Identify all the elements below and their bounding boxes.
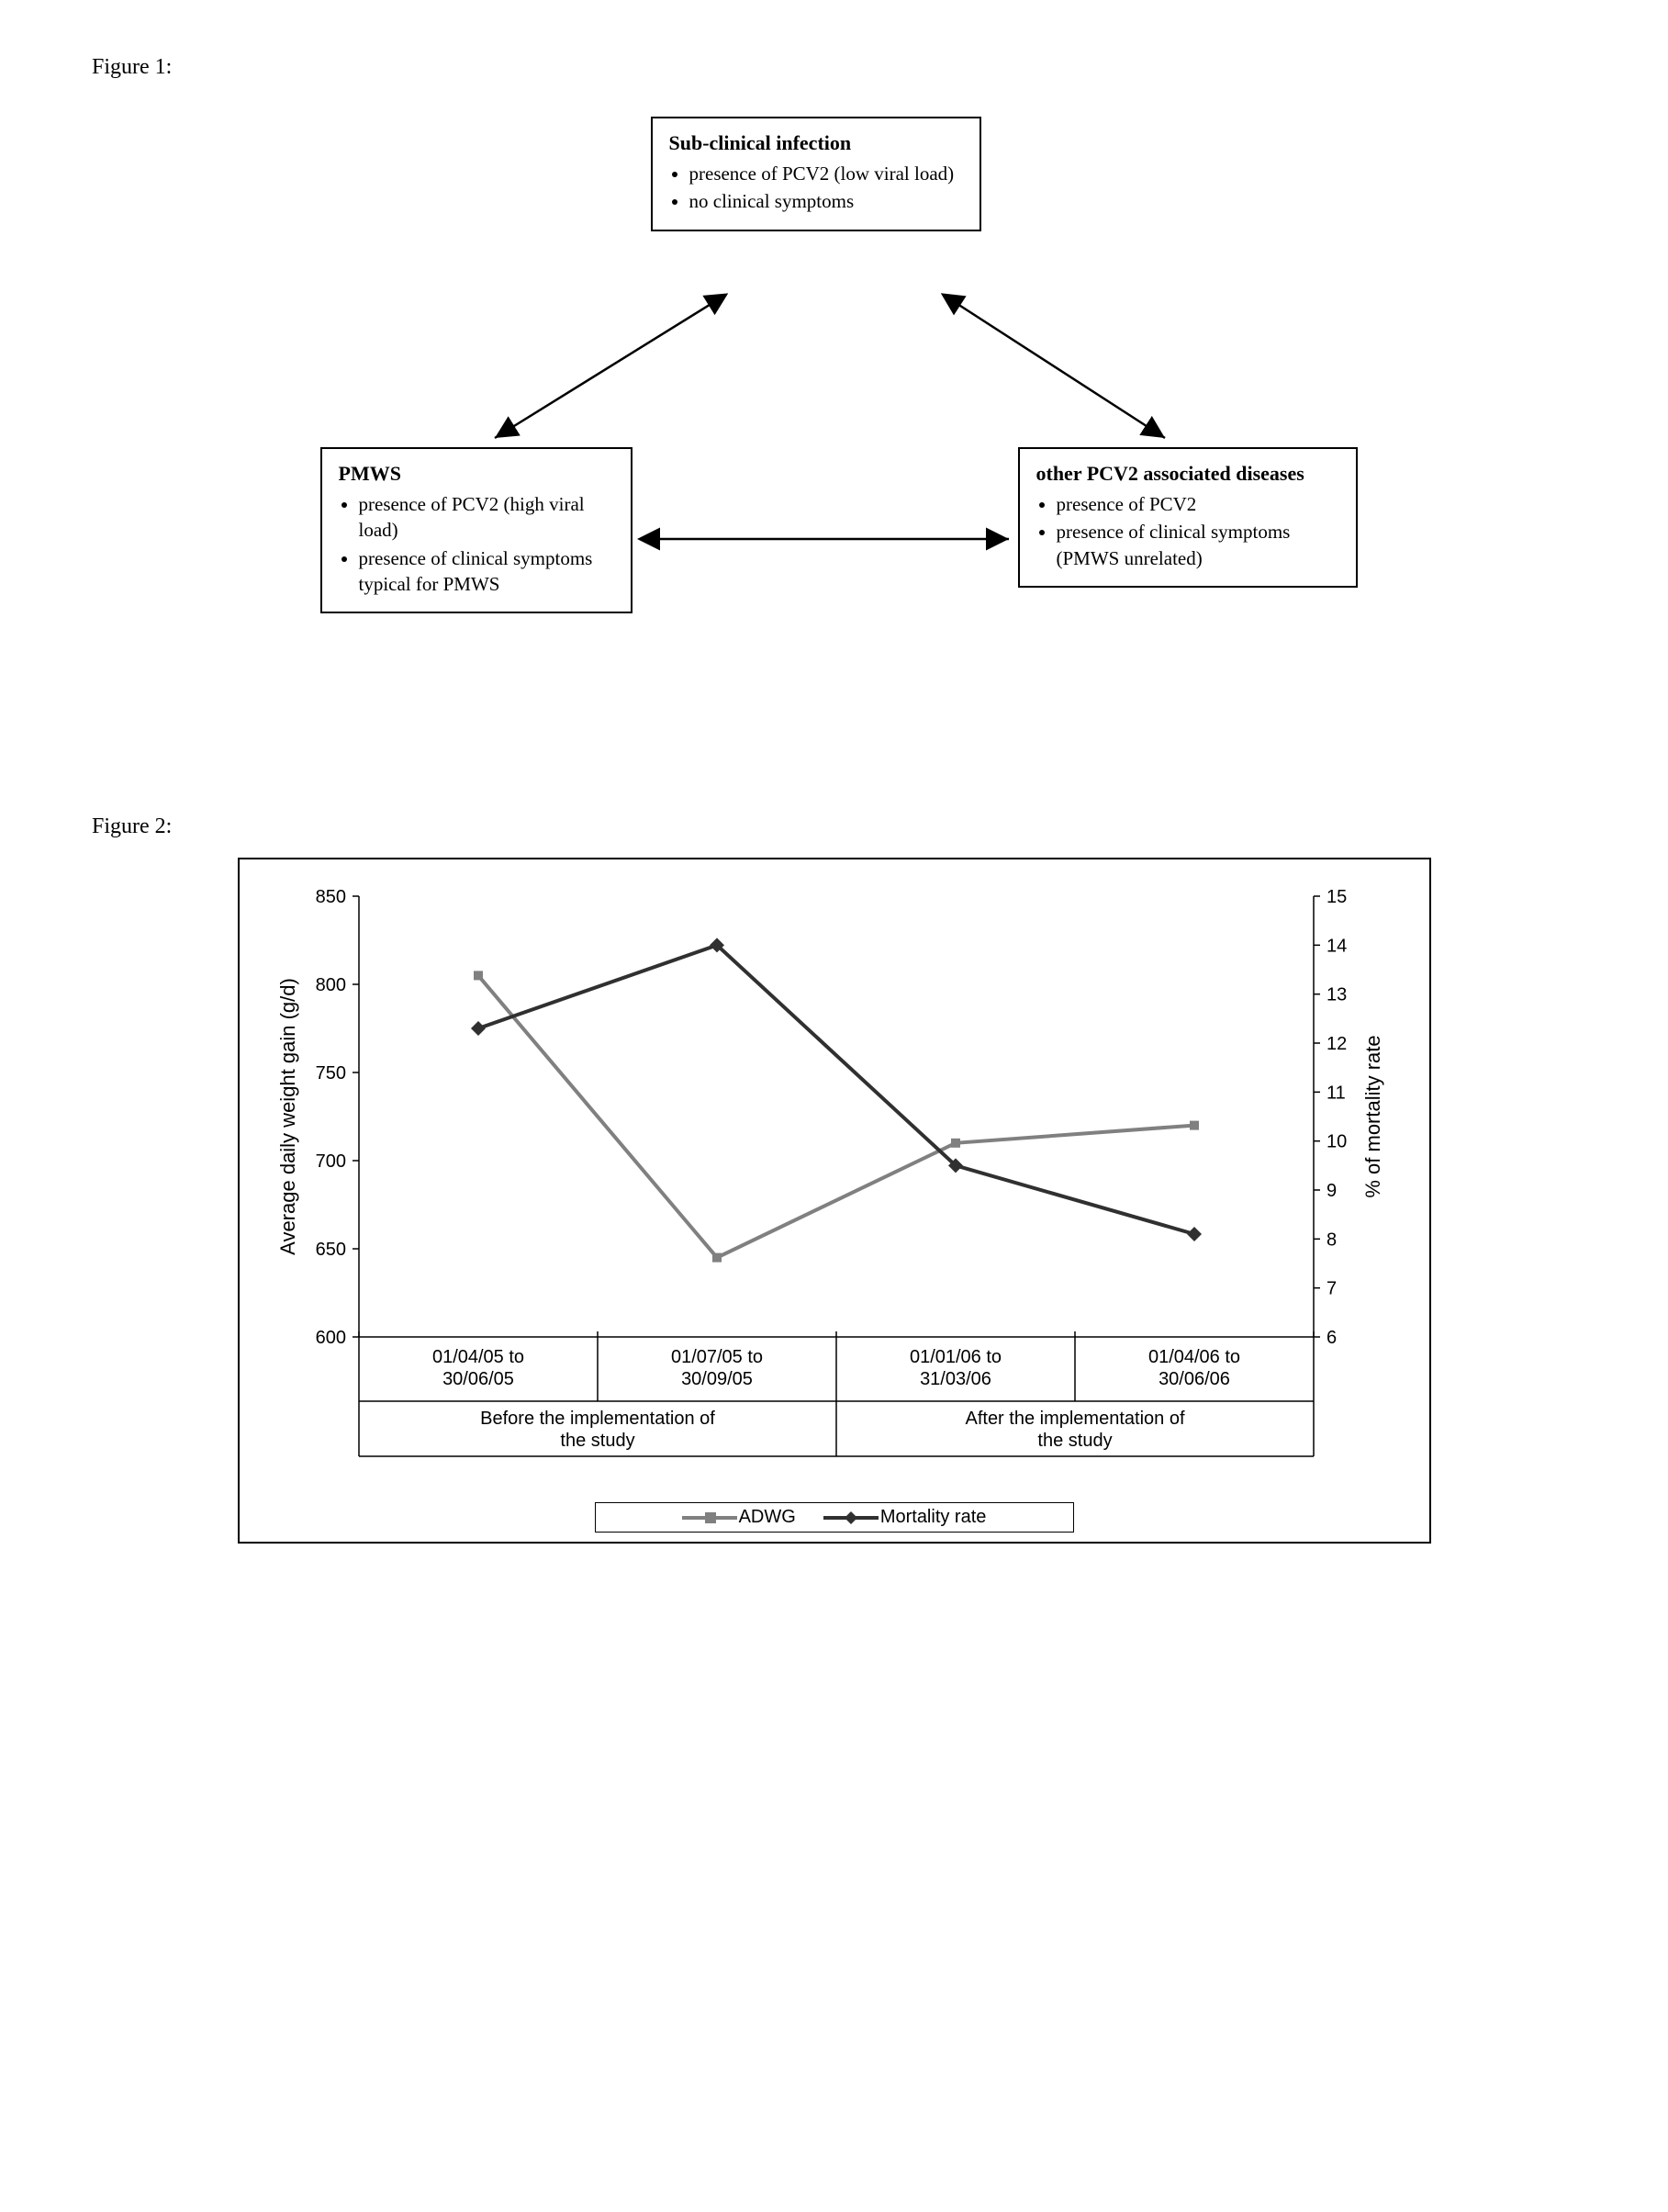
box-subclinical-title: Sub-clinical infection [669,131,963,155]
box-pmws: PMWS presence of PCV2 (high viral load) … [320,447,632,613]
svg-text:30/09/05: 30/09/05 [681,1369,753,1389]
svg-text:6: 6 [1327,1328,1337,1348]
svg-text:600: 600 [315,1328,345,1348]
legend-mortality: Mortality rate [823,1507,987,1528]
svg-text:the study: the study [560,1431,634,1451]
box-other-item: presence of PCV2 [1057,491,1339,517]
legend-mortality-label: Mortality rate [880,1507,987,1528]
svg-text:30/06/06: 30/06/06 [1159,1369,1230,1389]
figure2-label: Figure 2: [92,814,1576,839]
svg-text:800: 800 [315,975,345,995]
svg-text:10: 10 [1327,1132,1347,1152]
legend-adwg: ADWG [682,1507,796,1528]
box-subclinical: Sub-clinical infection presence of PCV2 … [651,117,981,231]
svg-text:14: 14 [1327,936,1347,956]
svg-text:12: 12 [1327,1034,1347,1054]
svg-text:Average daily weight gain (g/d: Average daily weight gain (g/d) [276,978,299,1255]
box-pmws-title: PMWS [339,462,614,486]
figure2-chart-container: 600 650 700 750 800 850 6 7 8 9 10 11 12 13 14 15 Averag… [238,858,1431,1544]
svg-text:650: 650 [315,1240,345,1260]
svg-text:8: 8 [1327,1230,1337,1250]
svg-text:01/04/05 to: 01/04/05 to [431,1347,523,1367]
svg-text:31/03/06: 31/03/06 [920,1369,991,1389]
svg-text:the study: the study [1037,1431,1112,1451]
figure1-diagram: Sub-clinical infection presence of PCV2 … [284,98,1385,741]
svg-text:After the implementation of: After the implementation of [965,1409,1184,1429]
figure2-legend: ADWG Mortality rate [595,1502,1074,1533]
svg-text:9: 9 [1327,1181,1337,1201]
box-other-item: presence of clinical symptoms (PMWS unre… [1057,519,1339,571]
svg-text:850: 850 [315,887,345,907]
svg-text:15: 15 [1327,887,1347,907]
svg-text:7: 7 [1327,1279,1337,1299]
svg-text:750: 750 [315,1063,345,1084]
figure2-chart: 600 650 700 750 800 850 6 7 8 9 10 11 12 13 14 15 Averag… [258,878,1415,1502]
box-pmws-item: presence of PCV2 (high viral load) [359,491,614,544]
svg-text:% of mortality rate: % of mortality rate [1361,1035,1384,1197]
svg-text:30/06/05: 30/06/05 [442,1369,514,1389]
figure1-label: Figure 1: [92,55,1576,80]
box-subclinical-item: no clinical symptoms [689,188,963,214]
box-subclinical-item: presence of PCV2 (low viral load) [689,161,963,186]
box-pmws-item: presence of clinical symptoms typical fo… [359,545,614,598]
svg-text:01/04/06 to: 01/04/06 to [1147,1347,1239,1367]
box-other: other PCV2 associated diseases presence … [1018,447,1358,588]
box-other-title: other PCV2 associated diseases [1036,462,1339,486]
svg-text:01/01/06 to: 01/01/06 to [909,1347,1001,1367]
svg-text:11: 11 [1327,1083,1346,1103]
svg-text:01/07/05 to: 01/07/05 to [670,1347,762,1367]
svg-text:700: 700 [315,1151,345,1172]
svg-text:13: 13 [1327,985,1347,1005]
svg-text:Before the implementation of: Before the implementation of [480,1409,715,1429]
legend-adwg-label: ADWG [739,1507,796,1528]
